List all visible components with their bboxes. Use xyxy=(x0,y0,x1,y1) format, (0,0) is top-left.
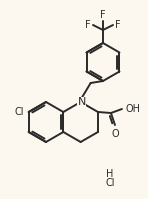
Text: O: O xyxy=(111,129,119,139)
Text: Cl: Cl xyxy=(14,107,24,117)
Text: H: H xyxy=(106,169,114,179)
Text: F: F xyxy=(100,10,106,20)
Text: Cl: Cl xyxy=(105,178,115,188)
Text: F: F xyxy=(115,20,121,30)
Text: N: N xyxy=(77,97,86,107)
Text: OH: OH xyxy=(126,104,141,114)
Text: F: F xyxy=(85,20,91,30)
